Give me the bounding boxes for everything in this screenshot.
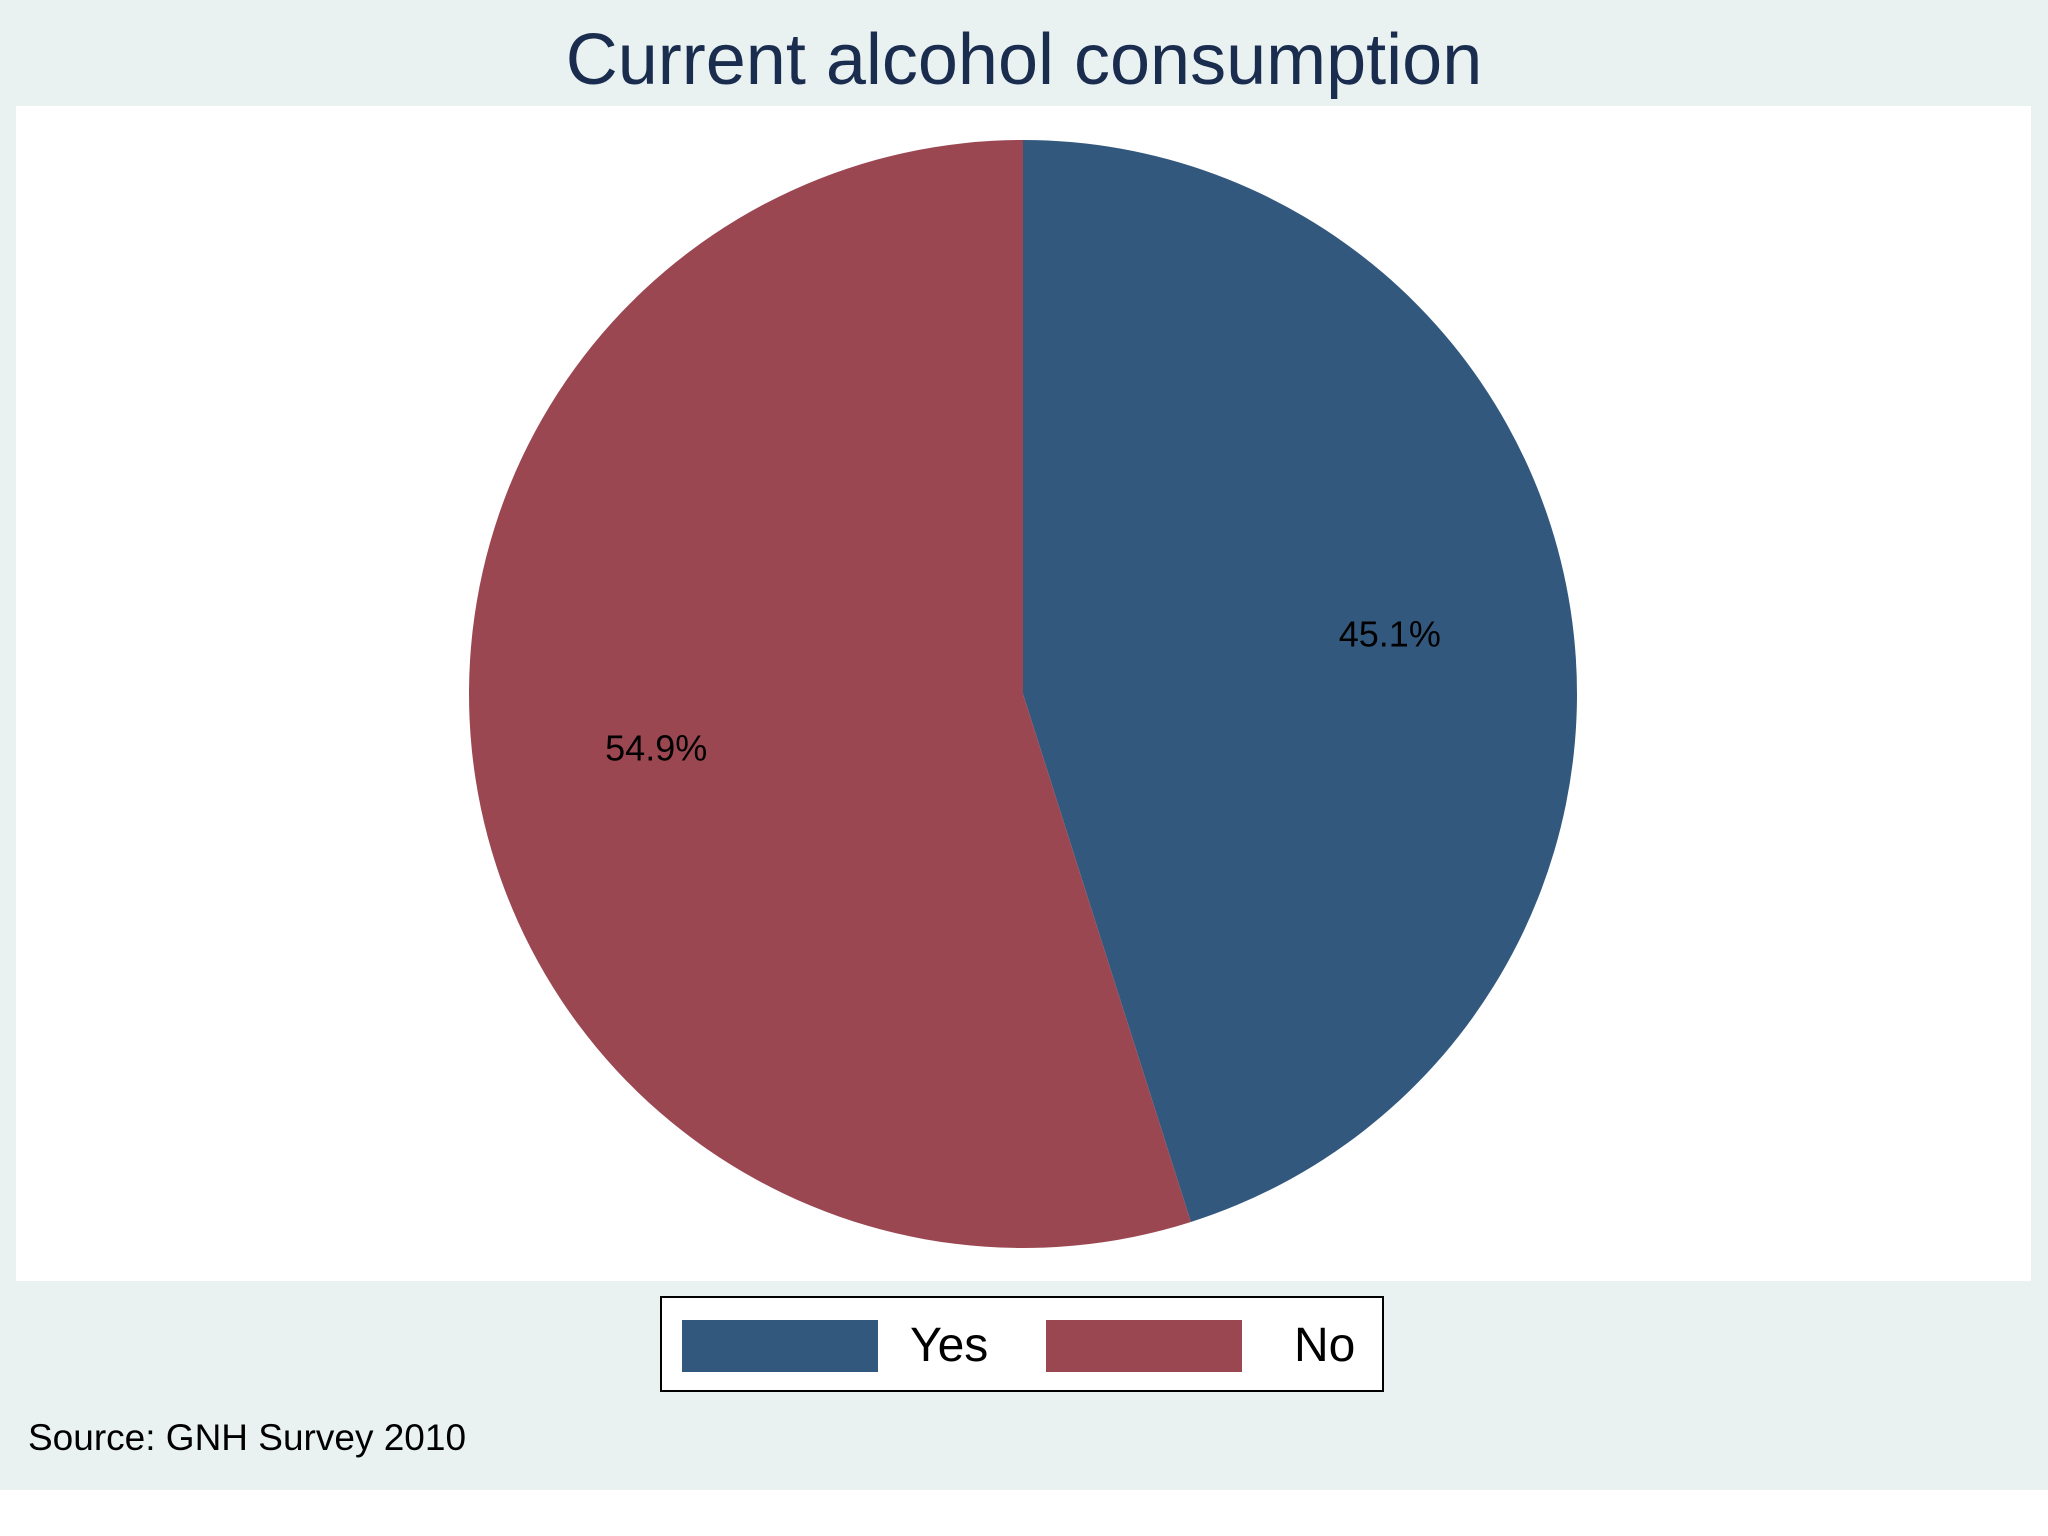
legend-label-yes: Yes xyxy=(910,1319,989,1372)
legend-item-yes: Yes xyxy=(662,1298,1022,1390)
legend-swatch-yes xyxy=(682,1320,878,1372)
legend-label-no: No xyxy=(1294,1319,1356,1372)
pie-slice-yes xyxy=(1023,140,1578,1222)
chart-title: Current alcohol consumption xyxy=(565,20,1483,100)
legend-swatch-no xyxy=(1046,1320,1242,1372)
legend-item-no: No xyxy=(1022,1298,1382,1390)
chart-figure: Current alcohol consumption 45.1% 54.9% Y… xyxy=(0,0,2048,1490)
pie-slice-no xyxy=(469,140,1191,1248)
slice-label-no: 54.9% xyxy=(605,727,707,768)
pie-chart: 45.1% 54.9% xyxy=(469,140,1578,1248)
source-note: Source: GNH Survey 2010 xyxy=(28,1417,467,1458)
plot-region: 45.1% 54.9% xyxy=(16,106,2031,1281)
slice-label-yes: 45.1% xyxy=(1339,614,1441,655)
legend: Yes No xyxy=(660,1296,1384,1392)
